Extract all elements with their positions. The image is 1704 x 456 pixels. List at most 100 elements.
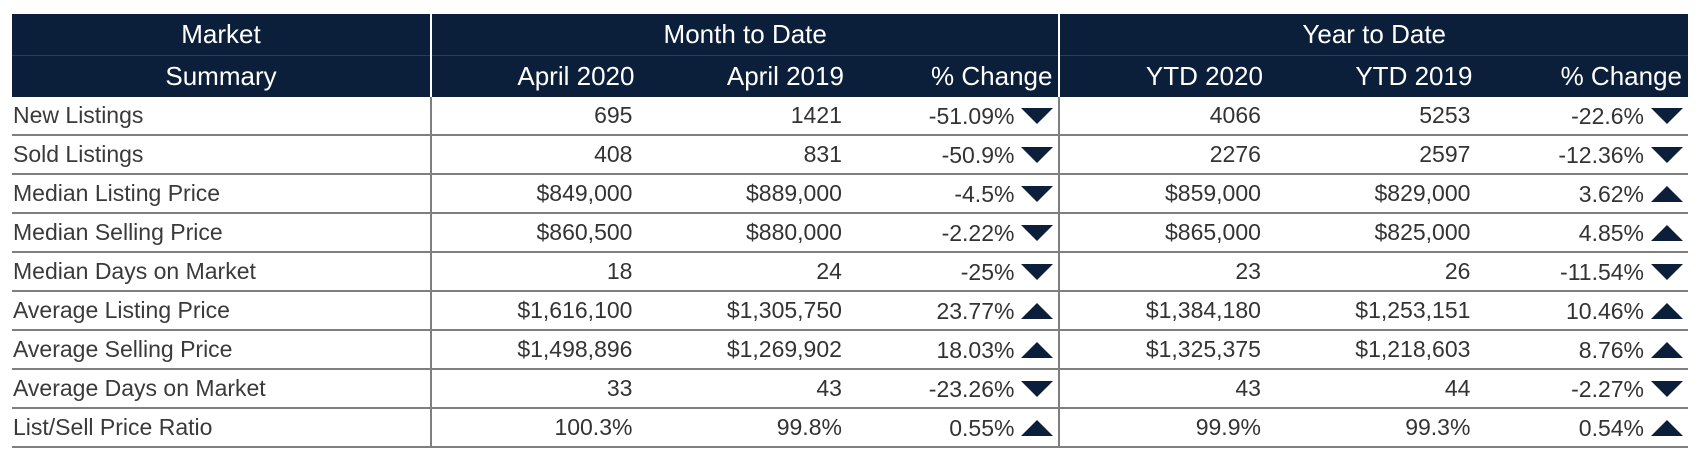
down-triangle-icon bbox=[1650, 380, 1684, 398]
change-value: -25% bbox=[960, 258, 1015, 285]
cell-april-2020: $860,500 bbox=[429, 213, 641, 253]
row-label: Average Listing Price bbox=[12, 291, 431, 331]
table-row: Average Listing Price $1,616,100 $1,305,75… bbox=[12, 291, 1688, 331]
header-market: Market bbox=[12, 14, 431, 56]
table-row: Average Selling Price $1,498,896 $1,269,90… bbox=[12, 330, 1688, 370]
cell-april-2020: 18 bbox=[429, 252, 641, 292]
cell-april-2019: 43 bbox=[640, 369, 850, 409]
cell-april-2019: $880,000 bbox=[640, 213, 850, 253]
cell-april-2020: $849,000 bbox=[429, 174, 641, 214]
row-label: Median Selling Price bbox=[12, 213, 431, 253]
cell-ytd-2020: 4066 bbox=[1058, 97, 1269, 136]
cell-ytd-change: -2.27% bbox=[1478, 369, 1688, 409]
cell-ytd-change: 0.54% bbox=[1478, 408, 1688, 448]
cell-ytd-2019: $1,218,603 bbox=[1268, 330, 1479, 370]
cell-april-2019: 99.8% bbox=[640, 408, 850, 448]
change-value: 0.55% bbox=[949, 414, 1015, 441]
cell-ytd-2019: 99.3% bbox=[1268, 408, 1479, 448]
change-value: 23.77% bbox=[936, 297, 1015, 324]
up-triangle-icon bbox=[1020, 302, 1054, 320]
cell-ytd-2019: 26 bbox=[1268, 252, 1479, 292]
cell-ytd-2020: $1,384,180 bbox=[1058, 291, 1269, 331]
down-triangle-icon bbox=[1650, 146, 1684, 164]
down-triangle-icon bbox=[1020, 380, 1054, 398]
up-triangle-icon bbox=[1650, 302, 1684, 320]
change-value: -50.9% bbox=[941, 141, 1015, 168]
change-value: -2.27% bbox=[1571, 375, 1644, 402]
cell-ytd-2019: 2597 bbox=[1268, 135, 1479, 175]
row-label: List/Sell Price Ratio bbox=[12, 408, 431, 448]
cell-april-2019: $889,000 bbox=[640, 174, 850, 214]
cell-mtd-change: 0.55% bbox=[849, 408, 1060, 448]
cell-mtd-change: -23.26% bbox=[849, 369, 1060, 409]
change-value: 8.76% bbox=[1578, 336, 1644, 363]
cell-mtd-change: 18.03% bbox=[849, 330, 1060, 370]
cell-ytd-change: 10.46% bbox=[1478, 291, 1688, 331]
cell-ytd-change: -12.36% bbox=[1478, 135, 1688, 175]
table-body: New Listings 695 1421 -51.09% 4066 5253 -22.6%… bbox=[12, 97, 1688, 448]
cell-ytd-change: 3.62% bbox=[1478, 174, 1688, 214]
header-year-to-date: Year to Date bbox=[1058, 14, 1688, 56]
change-value: 3.62% bbox=[1578, 180, 1644, 207]
cell-ytd-2019: 5253 bbox=[1268, 97, 1479, 136]
change-value: 4.85% bbox=[1578, 219, 1644, 246]
table-row: Sold Listings 408 831 -50.9% 2276 2597 -12.36% bbox=[12, 135, 1688, 175]
row-label: Average Days on Market bbox=[12, 369, 431, 409]
table-row: Median Days on Market 18 24 -25% 23 26 -11.54% bbox=[12, 252, 1688, 292]
down-triangle-icon bbox=[1650, 263, 1684, 281]
change-value: 0.54% bbox=[1578, 414, 1644, 441]
cell-april-2019: 24 bbox=[640, 252, 850, 292]
down-triangle-icon bbox=[1650, 107, 1684, 125]
cell-april-2020: $1,616,100 bbox=[429, 291, 641, 331]
cell-ytd-2019: 44 bbox=[1268, 369, 1479, 409]
cell-ytd-2020: $865,000 bbox=[1058, 213, 1269, 253]
cell-ytd-change: 4.85% bbox=[1478, 213, 1688, 253]
row-label: New Listings bbox=[12, 97, 431, 136]
table-row: Median Selling Price $860,500 $880,000 -2.2… bbox=[12, 213, 1688, 253]
row-label: Sold Listings bbox=[12, 135, 431, 175]
market-summary-table: Market Month to Date Year to Date Summar… bbox=[12, 14, 1688, 448]
header-ytd-2019: YTD 2019 bbox=[1268, 55, 1479, 97]
change-value: -11.54% bbox=[1560, 258, 1644, 285]
change-value: -22.6% bbox=[1571, 102, 1644, 129]
cell-mtd-change: -50.9% bbox=[849, 135, 1060, 175]
market-summary-table-container: Market Month to Date Year to Date Summar… bbox=[12, 14, 1688, 448]
cell-mtd-change: -2.22% bbox=[849, 213, 1060, 253]
down-triangle-icon bbox=[1020, 107, 1054, 125]
cell-ytd-change: -22.6% bbox=[1478, 97, 1688, 136]
change-value: 18.03% bbox=[936, 336, 1015, 363]
up-triangle-icon bbox=[1650, 341, 1684, 359]
row-label: Median Listing Price bbox=[12, 174, 431, 214]
cell-april-2019: $1,269,902 bbox=[640, 330, 850, 370]
cell-ytd-2020: 23 bbox=[1058, 252, 1269, 292]
cell-ytd-2019: $1,253,151 bbox=[1268, 291, 1479, 331]
header-april-2020: April 2020 bbox=[429, 55, 641, 97]
row-label: Median Days on Market bbox=[12, 252, 431, 292]
down-triangle-icon bbox=[1020, 224, 1054, 242]
change-value: -4.5% bbox=[954, 180, 1015, 207]
cell-ytd-2020: 99.9% bbox=[1058, 408, 1269, 448]
table-row: Median Listing Price $849,000 $889,000 -4.5… bbox=[12, 174, 1688, 214]
cell-april-2020: 695 bbox=[429, 97, 641, 136]
cell-april-2020: 408 bbox=[429, 135, 641, 175]
table-row: Average Days on Market 33 43 -23.26% 43 44 -2.… bbox=[12, 369, 1688, 409]
up-triangle-icon bbox=[1650, 185, 1684, 203]
header-summary: Summary bbox=[12, 55, 431, 97]
row-label: Average Selling Price bbox=[12, 330, 431, 370]
cell-mtd-change: 23.77% bbox=[849, 291, 1060, 331]
down-triangle-icon bbox=[1020, 263, 1054, 281]
down-triangle-icon bbox=[1020, 146, 1054, 164]
cell-april-2019: 831 bbox=[640, 135, 850, 175]
up-triangle-icon bbox=[1020, 341, 1054, 359]
cell-mtd-change: -4.5% bbox=[849, 174, 1060, 214]
cell-ytd-change: 8.76% bbox=[1478, 330, 1688, 370]
change-value: -23.26% bbox=[928, 375, 1015, 402]
cell-april-2020: $1,498,896 bbox=[429, 330, 641, 370]
change-value: -12.36% bbox=[1558, 141, 1644, 168]
change-value: -2.22% bbox=[941, 219, 1015, 246]
header-mtd-change: % Change bbox=[849, 55, 1060, 97]
header-april-2019: April 2019 bbox=[640, 55, 850, 97]
cell-mtd-change: -25% bbox=[849, 252, 1060, 292]
change-value: -51.09% bbox=[928, 102, 1015, 129]
cell-ytd-2020: 2276 bbox=[1058, 135, 1269, 175]
